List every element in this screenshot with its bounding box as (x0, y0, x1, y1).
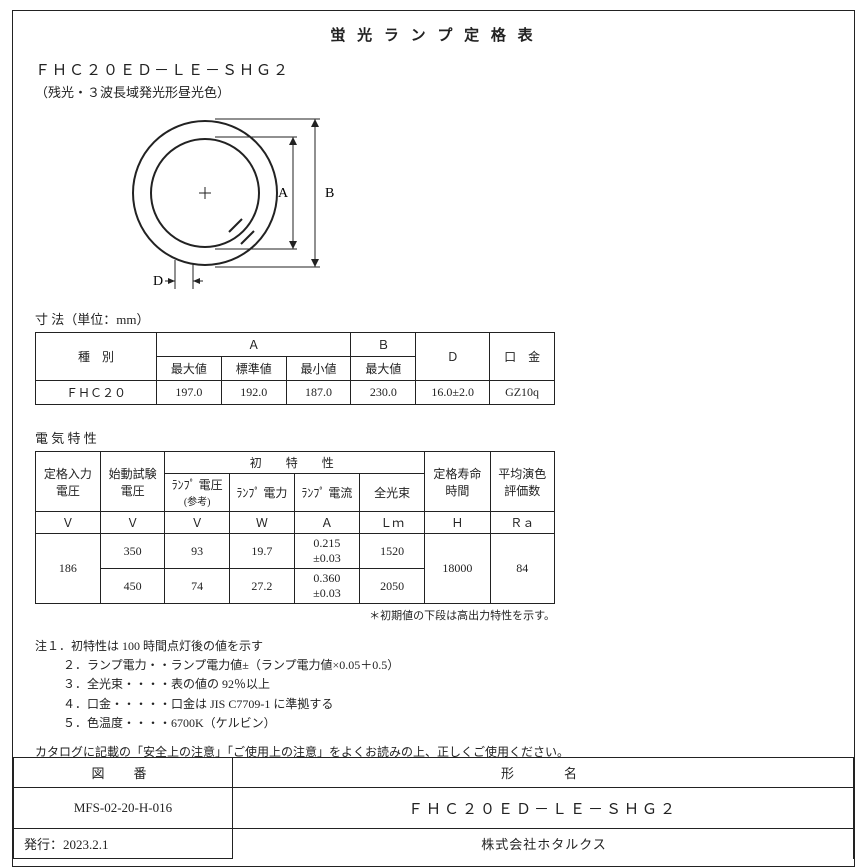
ev-lv-0: 93 (165, 534, 229, 569)
ft-issue: 発行：2023.2.1 (14, 829, 233, 859)
product-subtitle: （残光・３波長域発光形昼光色） (35, 82, 832, 101)
eh-lumen: 全光束 (360, 474, 425, 512)
eu-v2: Ｖ (100, 512, 165, 534)
eh-lamp-v: ﾗﾝﾌﾟ 電圧(参考) (165, 474, 229, 512)
dim-Amin: 187.0 (286, 381, 351, 405)
main-content: 蛍 光 ラ ン プ 定 格 表 ＦＨＣ２０ＥＤ－ＬＥ－ＳＨＧ２ （残光・３波長域… (13, 11, 854, 757)
page: 蛍 光 ラ ン プ 定 格 表 ＦＨＣ２０ＥＤ－ＬＥ－ＳＨＧ２ （残光・３波長域… (0, 0, 867, 867)
dimensions-table: 種 別 Ａ Ｂ Ｄ 口 金 最大値 標準値 最小値 最大値 ＦＨＣ２０ 197.… (35, 332, 555, 405)
document-frame: 蛍 光 ラ ン プ 定 格 表 ＦＨＣ２０ＥＤ－ＬＥ－ＳＨＧ２ （残光・３波長域… (12, 10, 855, 867)
ev-lv-1: 74 (165, 569, 229, 604)
note-4: ４．口金・・・・・口金は JIS C7709-1 に準拠する (63, 695, 832, 714)
eh-life: 定格寿命 時間 (425, 452, 490, 512)
ev-la-1: 0.360 ±0.03 (294, 569, 359, 604)
note-lead: 注１．初特性は 100 時間点灯後の値を示す (35, 637, 832, 656)
elec-footnote: ＊初期値の下段は高出力特性を示す。 (35, 607, 555, 623)
ft-name-label: 形 名 (233, 758, 854, 788)
ring-diagram: B A (95, 109, 832, 303)
eh-cri: 平均演色 評価数 (490, 452, 554, 512)
dim-hdr-std: 標準値 (221, 357, 286, 381)
ev-la-0: 0.215 ±0.03 (294, 534, 359, 569)
eu-w: Ｗ (229, 512, 294, 534)
ev-start-0: 350 (100, 534, 165, 569)
dim-type: ＦＨＣ２０ (36, 381, 157, 405)
dim-heading: 寸 法（単位：mm） (35, 309, 832, 328)
eu-v: Ｖ (36, 512, 101, 534)
electrical-table: 定格入力 電圧 始動試験 電圧 初 特 性 定格寿命 時間 平均演色 評価数 ﾗ… (35, 451, 555, 604)
label-B: B (325, 186, 334, 201)
dim-Bmax: 230.0 (351, 381, 416, 405)
notes-block: 注１．初特性は 100 時間点灯後の値を示す ２．ランプ電力・・ランプ電力値±（… (35, 637, 832, 733)
ft-product-name: ＦＨＣ２０ＥＤ－ＬＥ－ＳＨＧ２ (233, 788, 854, 829)
label-A: A (278, 186, 289, 201)
dim-D: 16.0±2.0 (416, 381, 490, 405)
ev-lw-1: 27.2 (229, 569, 294, 604)
eh-start-v: 始動試験 電圧 (100, 452, 165, 512)
ev-lw-0: 19.7 (229, 534, 294, 569)
eh-rated-v: 定格入力 電圧 (36, 452, 101, 512)
dim-hdr-type: 種 別 (36, 333, 157, 381)
ev-rated: 186 (36, 534, 101, 604)
label-D: D (153, 274, 163, 289)
dim-hdr-B: Ｂ (351, 333, 416, 357)
dim-Astd: 192.0 (221, 381, 286, 405)
product-code: ＦＨＣ２０ＥＤ－ＬＥ－ＳＨＧ２ (35, 59, 832, 80)
dim-hdr-max: 最大値 (157, 357, 222, 381)
eh-initial: 初 特 性 (165, 452, 425, 474)
ev-lm-0: 1520 (360, 534, 425, 569)
ft-fig-no: MFS-02-20-H-016 (14, 788, 233, 829)
note-5: ５．色温度・・・・6700K（ケルビン） (63, 714, 832, 733)
dim-hdr-bmax: 最大値 (351, 357, 416, 381)
eu-v3: Ｖ (165, 512, 229, 534)
eu-ra: Ｒａ (490, 512, 554, 534)
note-3: ３．全光束・・・・表の値の 92％以上 (63, 675, 832, 694)
eu-a: Ａ (294, 512, 359, 534)
dim-hdr-min: 最小値 (286, 357, 351, 381)
ft-company: 株式会社ホタルクス (233, 829, 854, 859)
ev-start-1: 450 (100, 569, 165, 604)
eh-lamp-a: ﾗﾝﾌﾟ 電流 (294, 474, 359, 512)
ft-fig-label: 図 番 (14, 758, 233, 788)
eh-lamp-w: ﾗﾝﾌﾟ 電力 (229, 474, 294, 512)
dim-hdr-cap: 口 金 (490, 333, 555, 381)
footer-table: 図 番 形 名 MFS-02-20-H-016 ＦＨＣ２０ＥＤ－ＬＥ－ＳＨＧ２ … (13, 757, 854, 859)
ev-cri: 84 (490, 534, 554, 604)
dim-Amax: 197.0 (157, 381, 222, 405)
doc-title: 蛍 光 ラ ン プ 定 格 表 (35, 24, 832, 45)
dim-cap: GZ10q (490, 381, 555, 405)
ev-life: 18000 (425, 534, 490, 604)
eu-h: Ｈ (425, 512, 490, 534)
elec-heading: 電 気 特 性 (35, 428, 832, 447)
note-2: ２．ランプ電力・・ランプ電力値±（ランプ電力値×0.05＋0.5） (63, 656, 832, 675)
dim-hdr-D: Ｄ (416, 333, 490, 381)
ev-lm-1: 2050 (360, 569, 425, 604)
eu-lm: Ｌｍ (360, 512, 425, 534)
dim-hdr-A: Ａ (157, 333, 351, 357)
